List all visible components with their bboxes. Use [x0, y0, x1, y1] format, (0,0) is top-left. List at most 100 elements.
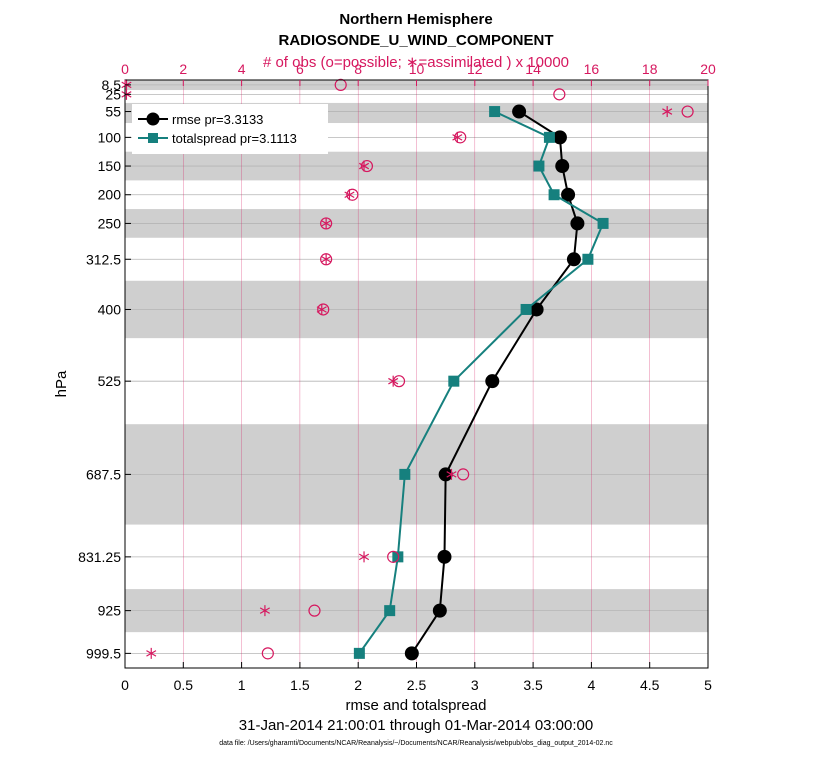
legend-box	[132, 104, 328, 154]
top-tick-label-10: 20	[700, 61, 716, 77]
y-tick-label-6: 250	[98, 215, 122, 231]
series-2	[261, 78, 694, 660]
top-tick-label-9: 18	[642, 61, 658, 77]
series-0-point-0	[512, 104, 527, 119]
series-0-point-4	[570, 216, 585, 231]
series-0-point-2	[555, 159, 570, 174]
x-axis-label: rmse and totalspread	[346, 697, 487, 714]
series-3-point-2-stroke-2	[662, 108, 673, 115]
series-3-point-5-stroke-2	[344, 191, 355, 199]
y-tick-label-0: 8.5	[102, 77, 122, 93]
series-0-point-7	[485, 374, 500, 389]
series-2-point-4	[360, 159, 374, 173]
series-0-point-9	[437, 549, 452, 564]
series-1-point-9	[392, 551, 404, 563]
top-tick-label-6: 12	[467, 61, 483, 77]
series-3-point-10-stroke-2	[446, 471, 457, 478]
series-3-point-11-stroke-2	[358, 553, 370, 561]
series-1	[353, 106, 609, 659]
series-1-point-0	[489, 106, 501, 118]
series-0-point-1	[552, 130, 567, 145]
top-tick-label-3: 6	[296, 61, 304, 77]
x-tick-label-2: 1	[238, 677, 246, 693]
series-2-point-12	[308, 604, 321, 617]
top-tick-label-4: 8	[354, 61, 362, 77]
top-tick-label-2: 4	[238, 61, 246, 77]
series-1-point-8	[399, 468, 411, 480]
x-tick-label-1: 0.5	[174, 677, 194, 693]
series-3-point-2	[662, 106, 673, 118]
legend-spread-marker	[148, 133, 158, 143]
series-1-point-3	[548, 189, 560, 201]
top-tick-label-1: 2	[179, 61, 187, 77]
x-tick-label-5: 2.5	[407, 677, 427, 693]
series-3-point-11	[358, 551, 370, 563]
series-2-point-2	[681, 105, 694, 118]
series-3-point-7-stroke-2	[321, 255, 332, 263]
axis-ticks: 0 0.5 1 1.5 2 2.5 3 3.5 4 4.5 5 0 2 4 6 8 10 12 14 16 18 20 8.…	[78, 61, 716, 693]
series-3-point-4-stroke-2	[358, 162, 370, 170]
y-tick-label-4: 150	[98, 158, 122, 174]
series-0-point-6	[529, 302, 544, 317]
x-tick-label-8: 4	[588, 677, 596, 693]
series-3-point-8-stroke-2	[316, 306, 327, 313]
y-tick-label-5: 200	[98, 187, 122, 203]
y-tick-label-13: 999.5	[86, 645, 121, 661]
series-0-point-8	[438, 467, 453, 482]
y-tick-label-11: 831.25	[78, 549, 121, 565]
series-1-point-10	[384, 605, 396, 617]
series-1-point-4	[597, 217, 609, 229]
series-3-point-12-stroke-2	[259, 607, 270, 614]
top-tick-label-0: 0	[121, 61, 129, 77]
series-0-point-5	[566, 252, 581, 267]
series-3-point-3	[452, 131, 463, 143]
series-3-point-9	[388, 375, 399, 387]
x-tick-label-10: 5	[704, 677, 712, 693]
series-3-point-3-stroke-2	[452, 134, 463, 141]
legend-entry-rmse: rmse pr=3.3133	[172, 112, 263, 127]
series-3-point-12	[259, 605, 270, 617]
legend: rmse pr=3.3133 totalspread pr=3.1113	[132, 104, 328, 154]
series-2-point-10	[457, 468, 470, 481]
top-tick-label-5: 10	[409, 61, 425, 77]
series-3-point-6-stroke-2	[321, 220, 332, 227]
series-2-point-3	[454, 131, 467, 144]
x-tick-label-0: 0	[121, 677, 129, 693]
series-3-point-8	[316, 303, 327, 315]
series-3-point-7	[321, 253, 332, 265]
y-tick-label-9: 525	[98, 373, 122, 389]
series-3-point-6	[321, 217, 332, 229]
series-2-point-8	[317, 303, 330, 316]
series-2-point-0	[334, 78, 347, 91]
series-layer	[121, 78, 694, 661]
series-1-point-5	[582, 253, 594, 265]
y-tick-label-8: 400	[98, 301, 122, 317]
x-tick-label-6: 3	[471, 677, 479, 693]
series-3-point-13	[146, 647, 157, 659]
legend-entry-totalspread: totalspread pr=3.1113	[172, 131, 297, 146]
chart-title: Northern Hemisphere	[339, 11, 492, 28]
series-0-point-10	[432, 603, 447, 618]
series-0	[404, 104, 585, 661]
legend-rmse-marker	[146, 112, 160, 126]
x-tick-label-4: 2	[354, 677, 362, 693]
top-tick-label-7: 14	[525, 61, 541, 77]
y-tick-label-7: 312.5	[86, 251, 121, 267]
series-0-point-11	[404, 646, 419, 661]
top-axis-label: # of obs (o=possible; ∗=assimilated ) x …	[263, 54, 569, 71]
series-2-point-13	[261, 647, 274, 660]
series-3-point-5	[344, 189, 355, 201]
series-3-point-9-stroke-2	[388, 377, 399, 385]
series-2-point-5	[346, 188, 359, 201]
x-tick-label-3: 1.5	[290, 677, 310, 693]
series-1-point-1	[543, 131, 555, 143]
series-2-point-1	[553, 88, 566, 101]
y-tick-label-10: 687.5	[86, 466, 121, 482]
series-1-point-6	[520, 303, 532, 315]
series-1-point-11	[353, 647, 365, 659]
series-3-point-13-stroke-2	[146, 650, 157, 657]
series-3-point-10	[446, 468, 457, 480]
y-tick-label-1: 25	[105, 86, 121, 102]
chart-subtitle: RADIOSONDE_U_WIND_COMPONENT	[278, 32, 553, 49]
